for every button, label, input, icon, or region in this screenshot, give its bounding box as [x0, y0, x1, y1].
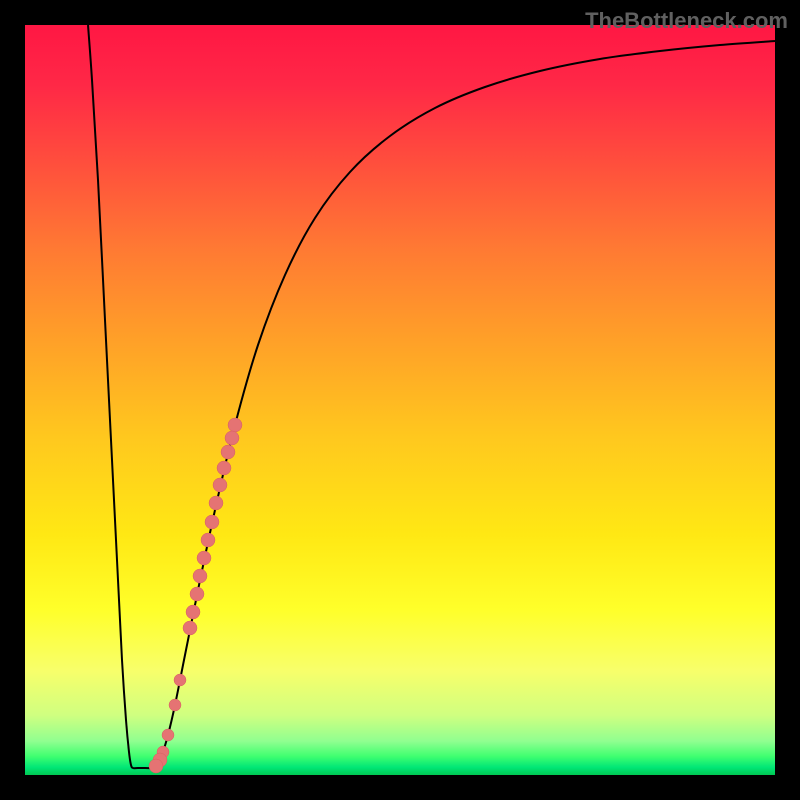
- data-marker: [197, 551, 211, 565]
- plot-background: [25, 25, 775, 775]
- data-marker: [205, 515, 219, 529]
- data-marker: [190, 587, 204, 601]
- data-marker: [193, 569, 207, 583]
- data-marker: [174, 674, 186, 686]
- data-marker: [225, 431, 239, 445]
- data-marker: [228, 418, 242, 432]
- data-marker: [183, 621, 197, 635]
- chart-svg: [0, 0, 800, 800]
- data-marker: [217, 461, 231, 475]
- data-marker: [213, 478, 227, 492]
- data-marker: [162, 729, 174, 741]
- bottleneck-chart: TheBottleneck.com: [0, 0, 800, 800]
- data-marker: [149, 759, 163, 773]
- data-marker: [186, 605, 200, 619]
- watermark-text: TheBottleneck.com: [585, 8, 788, 34]
- data-marker: [201, 533, 215, 547]
- data-marker: [209, 496, 223, 510]
- data-marker: [169, 699, 181, 711]
- data-marker: [221, 445, 235, 459]
